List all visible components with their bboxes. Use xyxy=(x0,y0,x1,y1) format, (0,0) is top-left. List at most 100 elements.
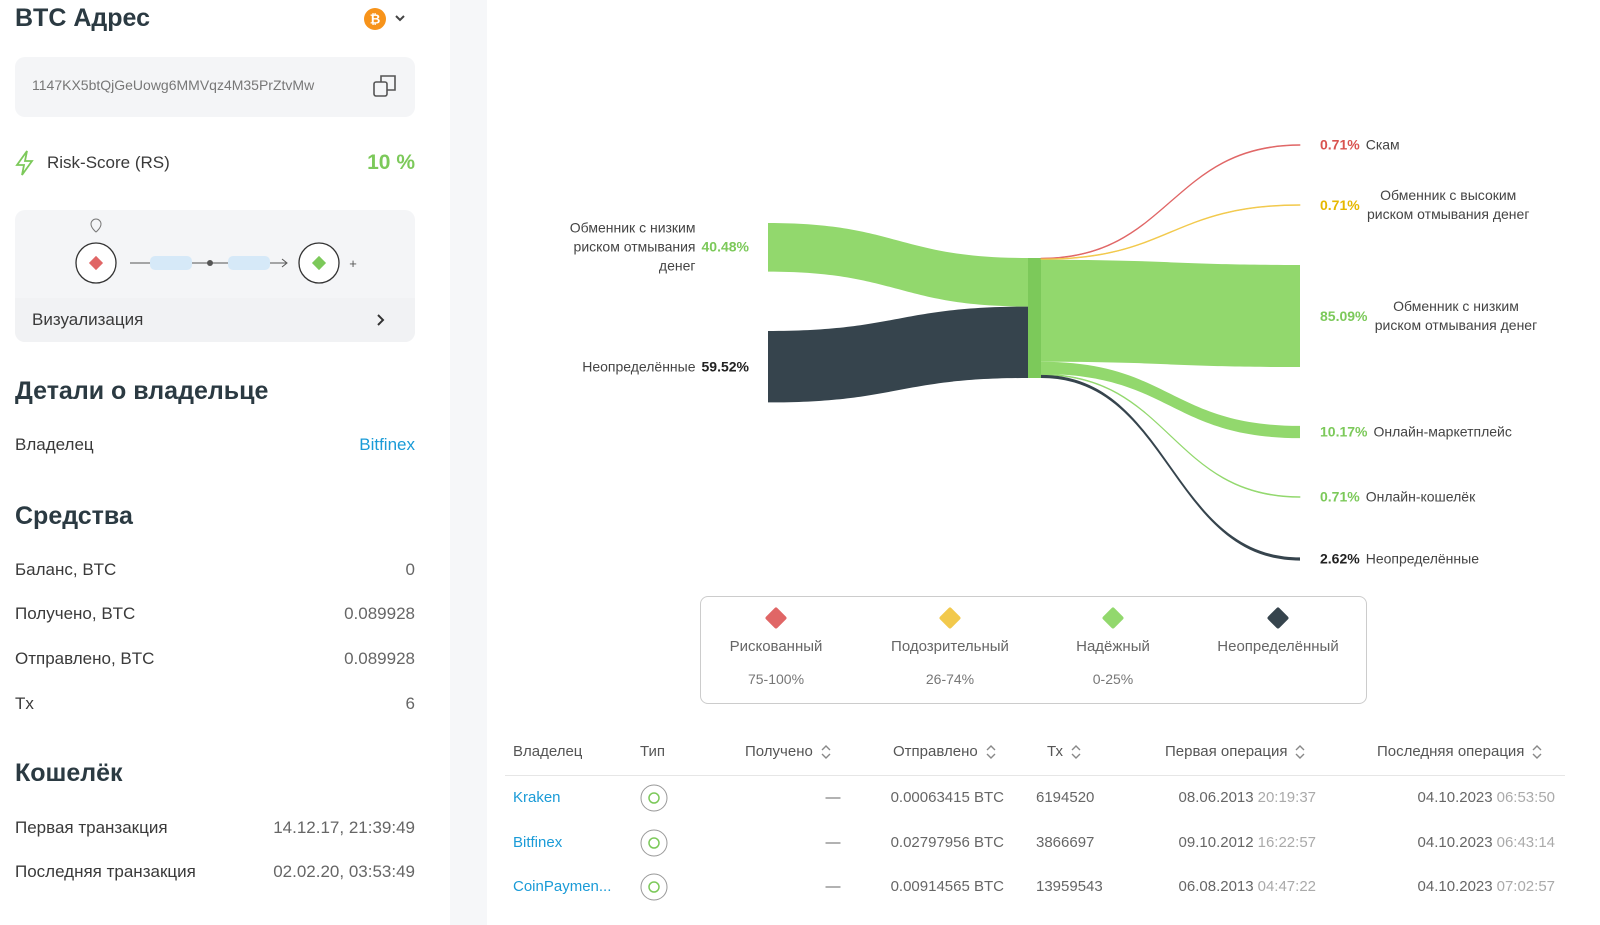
flow xyxy=(768,223,1028,307)
header-text: Первая операция xyxy=(1165,743,1288,760)
table-header[interactable]: Тх xyxy=(1047,743,1081,760)
row-value: 0.089928 xyxy=(344,604,415,623)
cell: 0.00063415 BTC xyxy=(890,789,1004,806)
section-title: Детали о владельце xyxy=(15,377,269,405)
sort-icon[interactable] xyxy=(1295,744,1305,760)
table-header[interactable]: Получено xyxy=(745,743,831,760)
header-text: Тх xyxy=(1047,743,1064,760)
date-cell: 04.10.2023 06:53:50 xyxy=(1418,789,1555,806)
target-percent: 2.62% xyxy=(1320,550,1360,567)
legend-marker xyxy=(1102,607,1124,629)
type-icon xyxy=(640,829,668,857)
header-text: Получено xyxy=(745,743,813,760)
table-header[interactable]: Отправлено xyxy=(893,743,996,760)
section-title: Кошелёк xyxy=(15,759,123,787)
flow xyxy=(1041,259,1300,368)
owner-link[interactable]: Bitfinex xyxy=(359,435,415,454)
divider xyxy=(450,0,487,925)
legend-range: 26-74% xyxy=(925,671,975,687)
svg-text:+: + xyxy=(349,256,357,271)
table-header: Владелец xyxy=(513,743,582,760)
visual-link[interactable]: Визуализация xyxy=(32,310,144,329)
coin-select[interactable]: ₿ xyxy=(362,8,412,32)
date-cell: 04.10.2023 06:43:14 xyxy=(1418,834,1555,851)
legend-name: Надёжный xyxy=(1076,638,1150,655)
date: 08.06.2013 xyxy=(1178,789,1254,806)
row-label: Владелец xyxy=(15,435,94,454)
target-label: 10.17% Онлайн-маркетплейс xyxy=(1320,423,1512,442)
table-separator xyxy=(505,775,1565,776)
table-header[interactable]: Первая операция xyxy=(1165,743,1305,760)
row-label: Первая транзакция xyxy=(15,818,168,837)
legend-range: 75-100% xyxy=(747,671,805,687)
risk-label: Risk-Score (RS) xyxy=(47,153,170,172)
flow xyxy=(1041,374,1300,561)
time: 06:53:50 xyxy=(1496,789,1555,806)
legend-box xyxy=(700,596,1367,704)
legend-name: Неопределённый xyxy=(1217,638,1339,655)
sort-icon[interactable] xyxy=(1532,744,1542,760)
target-percent: 0.71% xyxy=(1320,488,1360,505)
copy-icon[interactable] xyxy=(372,73,398,99)
legend-marker xyxy=(765,607,787,629)
section-title: Средства xyxy=(15,502,133,530)
table-header: Тип xyxy=(640,743,665,760)
middle-node xyxy=(1028,258,1041,378)
sort-icon[interactable] xyxy=(821,744,831,760)
header-text: Владелец xyxy=(513,743,583,760)
target-name: Онлайн-маркетплейс xyxy=(1373,423,1512,440)
legend-marker xyxy=(1267,607,1289,629)
row-label: Последняя транзакция xyxy=(15,862,196,881)
flow xyxy=(1041,361,1300,439)
time: 07:02:57 xyxy=(1496,878,1555,895)
time: 16:22:57 xyxy=(1257,834,1316,851)
cell: 3866697 xyxy=(1036,834,1095,851)
legend-name: Рискованный xyxy=(729,638,823,655)
sort-icon[interactable] xyxy=(1071,744,1081,760)
row-value: 14.12.17, 21:39:49 xyxy=(273,818,415,837)
header-text: Отправлено xyxy=(893,743,978,760)
legend-range: 0-25% xyxy=(1092,671,1134,687)
type-icon-inner xyxy=(648,837,660,849)
legend-marker xyxy=(939,607,961,629)
date-cell: 09.10.2012 16:22:57 xyxy=(1179,834,1316,851)
visual-diagram: + xyxy=(75,218,357,284)
target-percent: 85.09% xyxy=(1320,307,1368,324)
flow xyxy=(1040,144,1301,260)
target-name: Онлайн-кошелёк xyxy=(1365,488,1476,505)
target-percent: 10.17% xyxy=(1320,423,1368,440)
owner-link[interactable]: CoinPaymen... xyxy=(513,878,612,895)
row-label: Баланс, BTC xyxy=(15,560,117,579)
title: BTC Адрес xyxy=(15,4,150,32)
date: 04.10.2023 xyxy=(1417,878,1493,895)
flow xyxy=(1040,373,1301,498)
target-label: 85.09% Обменник с низким риском отмывания… xyxy=(1320,297,1538,335)
row-value: 0.089928 xyxy=(344,649,415,668)
owner-link[interactable]: Bitfinex xyxy=(513,834,563,851)
type-icon xyxy=(640,873,668,901)
row-value: 6 xyxy=(405,694,415,713)
owner-link[interactable]: Kraken xyxy=(513,789,561,806)
date: 04.10.2023 xyxy=(1417,789,1493,806)
target-percent: 0.71% xyxy=(1320,196,1360,213)
row-label: Получено, BTC xyxy=(15,604,136,623)
time: 20:19:37 xyxy=(1257,789,1316,806)
date-cell: 04.10.2023 07:02:57 xyxy=(1418,878,1555,895)
row-value: 02.02.20, 03:53:49 xyxy=(273,862,415,881)
date: 09.10.2012 xyxy=(1178,834,1254,851)
risk-icon xyxy=(15,150,34,176)
cell: — xyxy=(825,878,841,895)
row-label: Отправлено, BTC xyxy=(15,649,155,668)
cell: 13959543 xyxy=(1036,878,1103,895)
target-name: Обменник с высоким риском отмывания дене… xyxy=(1366,187,1530,222)
legend-name: Подозрительный xyxy=(891,638,1009,655)
time: 06:43:14 xyxy=(1496,834,1555,851)
chevron xyxy=(377,314,385,326)
sort-icon[interactable] xyxy=(986,744,996,760)
table-header[interactable]: Последняя операция xyxy=(1377,743,1542,760)
flow xyxy=(1040,204,1301,261)
row-value: 0 xyxy=(405,560,415,579)
target-name: Скам xyxy=(1365,136,1400,153)
source-label: Неопределённые 59.52% xyxy=(582,357,749,376)
target-label: 0.71% Обменник с высоким риском отмывания… xyxy=(1320,186,1531,224)
